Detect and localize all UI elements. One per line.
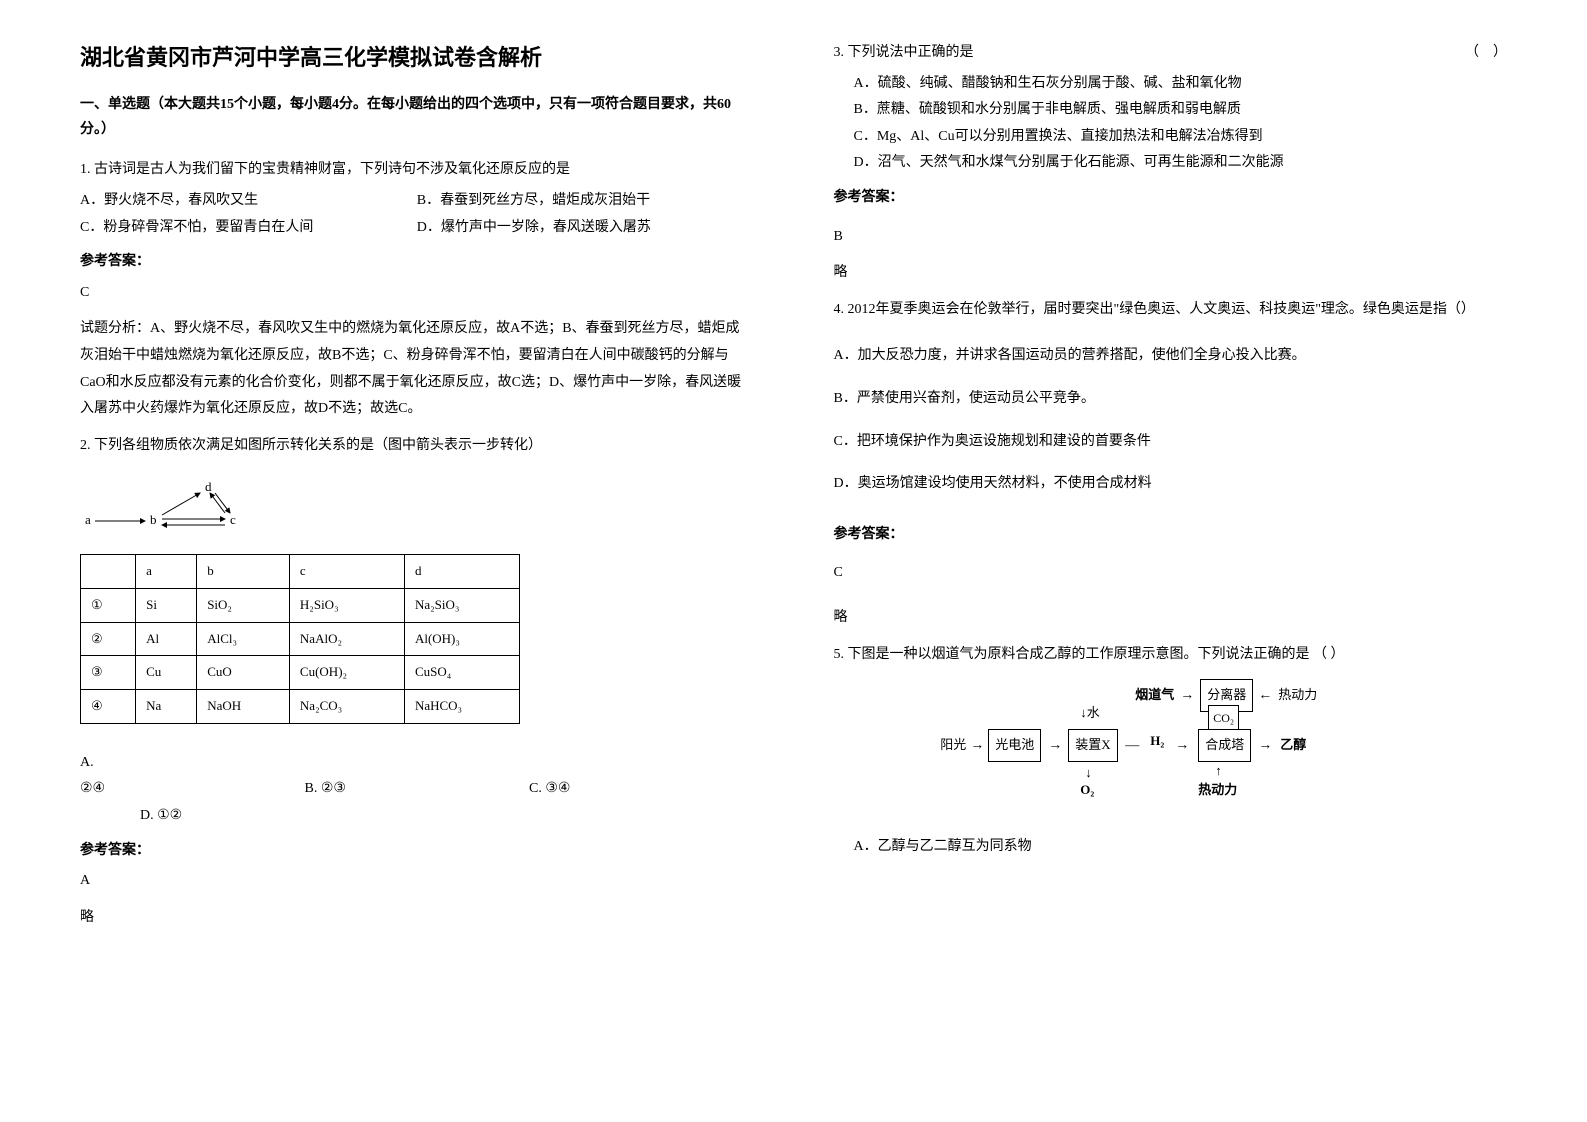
flow-co2: CO₂: [1208, 705, 1239, 732]
table-row: ③ Cu CuO Cu(OH)₂ CuSO₄: [81, 656, 520, 690]
q3-note: 略: [834, 260, 1508, 287]
q3-answer: B: [834, 224, 1508, 251]
q1-option-d: D．爆竹声中一岁除，春风送暖入屠苏: [417, 215, 754, 242]
q3-answer-label: 参考答案：: [834, 185, 1508, 212]
q2-option-d: D. ①②: [140, 803, 754, 830]
flow-heatpower1: 热动力: [1278, 683, 1317, 708]
q1-answer-label: 参考答案：: [80, 249, 754, 276]
q2-option-b: B. ②③: [305, 776, 530, 803]
q5-flow-diagram: 阳光 → 光电池 → 装置X ↓水 ↓ O₂ 烟道气 → 分离器 ← 热动力 ↓…: [940, 683, 1400, 803]
q2-option-c: C. ③④: [529, 776, 754, 803]
flow-heatpower2: 热动力: [1198, 778, 1237, 803]
q5-stem: 5. 下图是一种以烟道气为原料合成乙醇的工作原理示意图。下列说法正确的是 （ ）: [834, 642, 1508, 669]
arrow-icon: →: [1258, 733, 1272, 760]
q2-table: a b c d ① Si SiO₂ H₂SiO₃ Na₂SiO₃ ② Al Al…: [80, 554, 520, 723]
arrow-icon: →: [970, 733, 984, 760]
q2-note: 略: [80, 905, 754, 932]
flow-device-x: 装置X: [1068, 729, 1117, 762]
flow-h2: H₂: [1150, 729, 1164, 754]
q4-stem: 4. 2012年夏季奥运会在伦敦举行，届时要突出"绿色奥运、人文奥运、科技奥运"…: [834, 297, 1508, 324]
question-2: 2. 下列各组物质依次满足如图所示转化关系的是（图中箭头表示一步转化） a b …: [80, 433, 754, 932]
flow-water: ↓水: [1080, 701, 1100, 726]
q4-note: 略: [834, 605, 1508, 632]
arrow-icon: →: [1175, 733, 1189, 760]
question-1: 1. 古诗词是古人为我们留下的宝贵精神财富，下列诗句不涉及氧化还原反应的是 A．…: [80, 157, 754, 422]
flow-sunlight: 阳光: [940, 733, 966, 758]
flow-ethanol: 乙醇: [1280, 733, 1306, 758]
th-b: b: [197, 555, 290, 589]
q4-option-b: B．严禁使用兴奋剂，使运动员公平竞争。: [834, 386, 1508, 413]
question-4: 4. 2012年夏季奥运会在伦敦举行，届时要突出"绿色奥运、人文奥运、科技奥运"…: [834, 297, 1508, 632]
q5-option-a: A．乙醇与乙二醇互为同系物: [854, 834, 1508, 861]
section-header: 一、单选题（本大题共15个小题，每小题4分。在每小题给出的四个选项中，只有一项符…: [80, 92, 754, 142]
q2-diagram-svg: a b c d: [80, 479, 260, 539]
q4-option-d: D．奥运场馆建设均使用天然材料，不使用合成材料: [834, 471, 1508, 498]
flow-photocell: 光电池: [988, 729, 1041, 762]
page-title: 湖北省黄冈市芦河中学高三化学模拟试卷含解析: [80, 40, 754, 72]
q4-answer-label: 参考答案：: [834, 522, 1508, 549]
th-a: a: [136, 555, 197, 589]
node-a: a: [85, 512, 91, 527]
q3-option-c: C．Mg、Al、Cu可以分别用置换法、直接加热法和电解法冶炼得到: [854, 124, 1508, 151]
q1-stem: 1. 古诗词是古人为我们留下的宝贵精神财富，下列诗句不涉及氧化还原反应的是: [80, 157, 754, 184]
q1-option-b: B．春蚕到死丝方尽，蜡炬成灰泪始干: [417, 188, 754, 215]
q3-blank: （ ）: [1465, 40, 1507, 67]
q4-option-a: A．加大反恐力度，并讲求各国运动员的营养搭配，使他们全身心投入比赛。: [834, 343, 1508, 370]
q3-option-d: D．沼气、天然气和水煤气分别属于化石能源、可再生能源和二次能源: [854, 150, 1508, 177]
q3-option-b: B．蔗糖、硫酸钡和水分别属于非电解质、强电解质和弱电解质: [854, 97, 1508, 124]
q2-option-a: ②④: [80, 776, 305, 803]
table-row: ① Si SiO₂ H₂SiO₃ Na₂SiO₃: [81, 589, 520, 623]
arrow-icon: ←: [1258, 683, 1272, 710]
q4-option-c: C．把环境保护作为奥运设施规划和建设的首要条件: [834, 429, 1508, 456]
q1-explanation: 试题分析：A、野火烧不尽，春风吹又生中的燃烧为氧化还原反应，故A不选；B、春蚕到…: [80, 316, 754, 422]
flow-o2: O₂: [1080, 778, 1094, 803]
question-5: 5. 下图是一种以烟道气为原料合成乙醇的工作原理示意图。下列说法正确的是 （ ）…: [834, 642, 1508, 861]
th-c: c: [289, 555, 404, 589]
table-header-row: a b c d: [81, 555, 520, 589]
table-row: ④ Na NaOH Na₂CO₃ NaHCO₃: [81, 690, 520, 724]
q3-option-a: A．硫酸、纯碱、醋酸钠和生石灰分别属于酸、碱、盐和氧化物: [854, 71, 1508, 98]
th-d: d: [404, 555, 519, 589]
q1-option-a: A．野火烧不尽，春风吹又生: [80, 188, 417, 215]
node-c: c: [230, 512, 236, 527]
q2-answer: A: [80, 868, 754, 895]
q2-answer-label: 参考答案：: [80, 838, 754, 865]
flow-synth-tower: 合成塔: [1198, 729, 1251, 762]
q2-stem: 2. 下列各组物质依次满足如图所示转化关系的是（图中箭头表示一步转化）: [80, 433, 754, 460]
question-3: 3. 下列说法中正确的是 （ ） A．硫酸、纯碱、醋酸钠和生石灰分别属于酸、碱、…: [834, 40, 1508, 287]
q1-answer: C: [80, 280, 754, 307]
arrow-icon: —: [1125, 733, 1139, 760]
node-b: b: [150, 512, 157, 527]
q2-option-a-label: A.: [80, 750, 754, 777]
q4-answer: C: [834, 560, 1508, 587]
flow-flue-gas: 烟道气: [1135, 683, 1174, 708]
node-d: d: [205, 479, 212, 494]
q3-stem: 3. 下列说法中正确的是: [834, 40, 974, 67]
arrow-icon: →: [1180, 683, 1194, 710]
table-row: ② Al AlCl₃ NaAlO₂ Al(OH)₃: [81, 622, 520, 656]
q1-option-c: C．粉身碎骨浑不怕，要留青白在人间: [80, 215, 417, 242]
th-blank: [81, 555, 136, 589]
q2-diagram: a b c d: [80, 479, 260, 539]
arrow-icon: →: [1048, 733, 1062, 760]
